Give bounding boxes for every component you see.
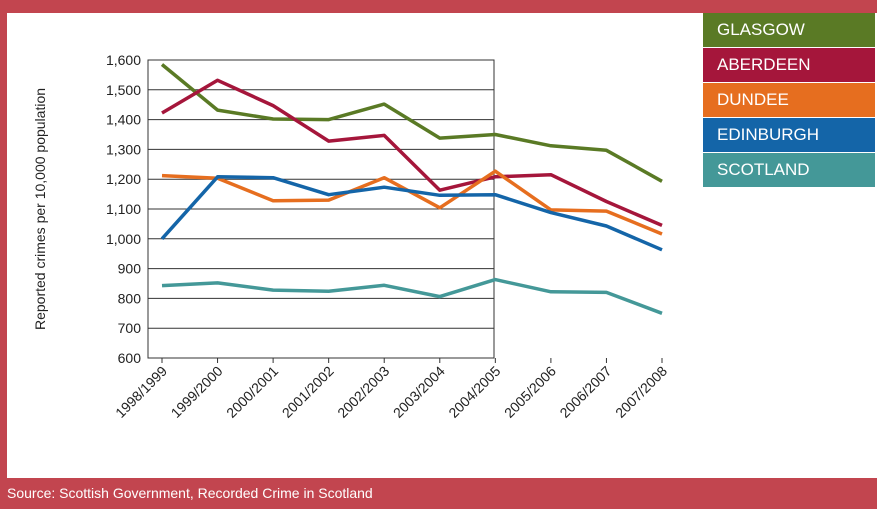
- x-tick-label: 2001/2002: [279, 363, 337, 421]
- source-note: Source: Scottish Government, Recorded Cr…: [7, 485, 373, 501]
- x-tick-label: 2005/2006: [501, 363, 559, 421]
- x-tick-label: 2006/2007: [556, 363, 614, 421]
- legend-item-glasgow: GLASGOW: [703, 13, 875, 47]
- y-tick-label: 1,600: [106, 52, 141, 68]
- y-tick-label: 1,100: [106, 201, 141, 217]
- legend-item-aberdeen: ABERDEEN: [703, 48, 875, 82]
- series-line-scotland: [161, 277, 663, 315]
- y-tick-label: 700: [118, 320, 142, 336]
- y-tick-label: 600: [118, 350, 142, 366]
- x-tick-label: 2000/2001: [223, 363, 281, 421]
- y-tick-label: 1,400: [106, 112, 141, 128]
- legend-item-scotland: SCOTLAND: [703, 153, 875, 187]
- y-tick-label: 1,000: [106, 231, 141, 247]
- x-tick-label: 1999/2000: [168, 363, 226, 421]
- y-axis-label: Reported crimes per 10,000 population: [32, 88, 48, 330]
- series-line-dundee: [161, 169, 663, 236]
- y-tick-label: 1,300: [106, 141, 141, 157]
- legend-item-edinburgh: EDINBURGH: [703, 118, 875, 152]
- legend-item-dundee: DUNDEE: [703, 83, 875, 117]
- legend: GLASGOW ABERDEEN DUNDEE EDINBURGH SCOTLAND: [703, 13, 875, 188]
- y-axis-ticks: 600 700 800 900 1,000 1,100 1,200 1,300 1,400 1,5…: [106, 52, 141, 366]
- gridlines: [147, 59, 495, 359]
- series-line-glasgow: [160, 63, 663, 183]
- line-chart: 600 700 800 900 1,000 1,100 1,200 1,300 1,400 1,5…: [32, 52, 670, 421]
- y-tick-label: 800: [118, 290, 142, 306]
- y-tick-label: 900: [118, 261, 142, 277]
- series-line-edinburgh: [160, 175, 663, 252]
- x-tick-label: 2002/2003: [334, 363, 392, 421]
- x-tick-label: 1998/1999: [112, 363, 170, 421]
- x-tick-label: 2003/2004: [390, 363, 448, 421]
- x-tick-label: 2004/2005: [445, 363, 503, 421]
- series-lines: [160, 63, 663, 315]
- series-line-aberdeen: [161, 78, 663, 228]
- y-tick-label: 1,200: [106, 171, 141, 187]
- x-tick-label: 2007/2008: [612, 363, 670, 421]
- y-tick-label: 1,500: [106, 82, 141, 98]
- x-axis-ticks: 1998/19991999/20002000/20012001/20022002…: [112, 358, 670, 421]
